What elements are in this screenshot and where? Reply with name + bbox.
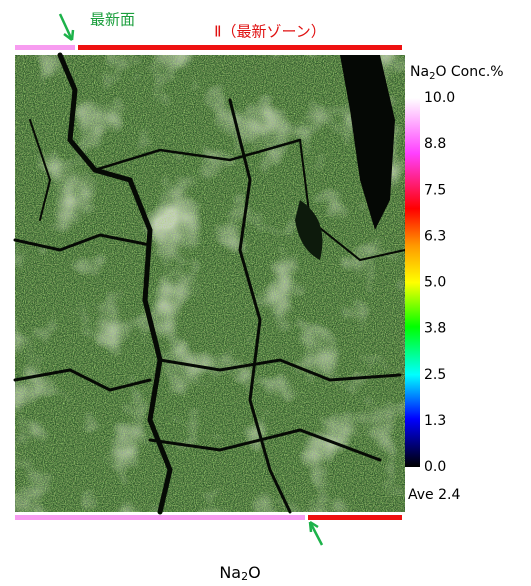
average-label: Ave 2.4 — [408, 487, 460, 503]
zone-bar — [78, 45, 402, 50]
surface-bar — [15, 45, 75, 50]
tick-label: 10.0 — [424, 90, 455, 106]
legend-title: Na2O Conc.% — [410, 64, 504, 82]
arrow-bottom — [310, 522, 322, 545]
zone-bar-bottom — [308, 515, 402, 520]
tick-label: 7.5 — [424, 182, 446, 198]
tick-label: 8.8 — [424, 136, 446, 152]
tick-label: 2.5 — [424, 367, 446, 383]
color-bar — [405, 98, 420, 467]
surface-bar-bottom — [15, 515, 305, 520]
element-map — [15, 55, 405, 512]
color-bar-ticks: 10.0 8.8 7.5 6.3 5.0 3.8 2.5 1.3 0.0 — [424, 90, 455, 475]
zone-label: Ⅱ（最新ゾーン） — [214, 23, 326, 41]
tick-label: 5.0 — [424, 275, 446, 291]
tick-label: 6.3 — [424, 228, 446, 244]
tick-label: 1.3 — [424, 413, 446, 429]
arrow — [60, 14, 73, 40]
tick-label: 0.0 — [424, 459, 446, 475]
surface-label: 最新面 — [90, 11, 135, 29]
caption: Na2O — [219, 563, 260, 584]
figure: 最新面 Ⅱ（最新ゾーン） Na2O Conc.% 10.0 8.8 7.5 6.3 5.… — [0, 0, 531, 586]
tick-label: 3.8 — [424, 321, 446, 337]
